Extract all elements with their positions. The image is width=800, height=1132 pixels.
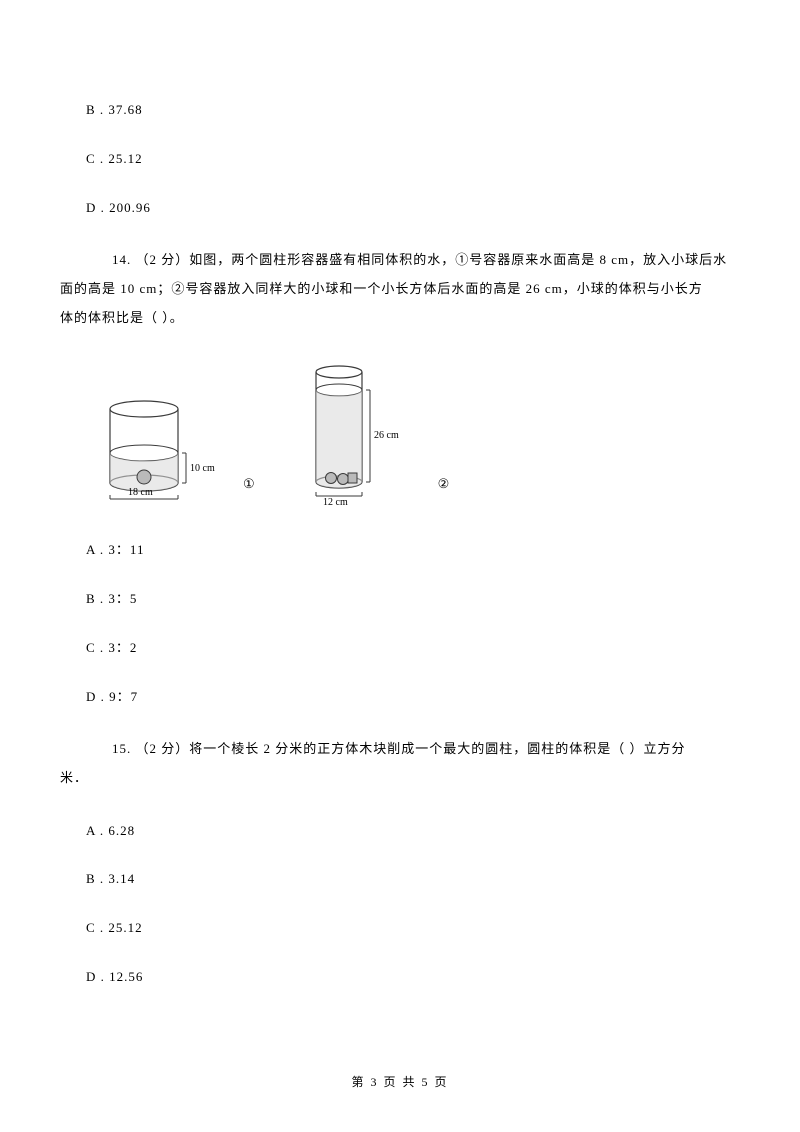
q14-option-b[interactable]: B . 3：5 <box>86 589 740 610</box>
question-14-line3: 体的体积比是（ ）。 <box>60 304 740 333</box>
figure-2-block: 26 cm 12 cm ② <box>305 360 450 505</box>
fig2-height-label: 26 cm <box>374 430 399 441</box>
q14-option-a[interactable]: A . 3：11 <box>86 540 740 561</box>
option-c[interactable]: C . 25.12 <box>86 149 740 170</box>
fig1-height-label: 10 cm <box>190 463 215 474</box>
cylinder-1-icon: 10 cm 18 cm <box>100 395 220 505</box>
q15-option-a[interactable]: A . 6.28 <box>86 821 740 842</box>
option-d[interactable]: D . 200.96 <box>86 198 740 219</box>
q15-option-b[interactable]: B . 3.14 <box>86 869 740 890</box>
question-15-line1: 15. （2 分）将一个棱长 2 分米的正方体木块削成一个最大的圆柱，圆柱的体积… <box>86 735 740 764</box>
q14-option-d[interactable]: D . 9：7 <box>86 687 740 708</box>
q14-option-c[interactable]: C . 3：2 <box>86 638 740 659</box>
question-14-line2: 面的高是 10 cm；②号容器放入同样大的小球和一个小长方体后水面的高是 26 … <box>60 275 740 304</box>
figure-1-label: ① <box>243 474 255 495</box>
figure-1-block: 10 cm 18 cm ① <box>100 395 255 505</box>
cylinder-2-icon: 26 cm 12 cm <box>305 360 415 505</box>
figure-row: 10 cm 18 cm ① <box>100 360 740 505</box>
page-footer: 第 3 页 共 5 页 <box>0 1073 800 1092</box>
q15-option-c[interactable]: C . 25.12 <box>86 918 740 939</box>
figure-2-label: ② <box>438 474 450 495</box>
question-15-line2: 米． <box>60 764 740 793</box>
question-14-line1: 14. （2 分）如图，两个圆柱形容器盛有相同体积的水，①号容器原来水面高是 8… <box>86 246 740 275</box>
fig2-width-label: 12 cm <box>323 497 348 505</box>
option-b[interactable]: B . 37.68 <box>86 100 740 121</box>
fig1-width-label: 18 cm <box>128 487 153 498</box>
q15-option-d[interactable]: D . 12.56 <box>86 967 740 988</box>
